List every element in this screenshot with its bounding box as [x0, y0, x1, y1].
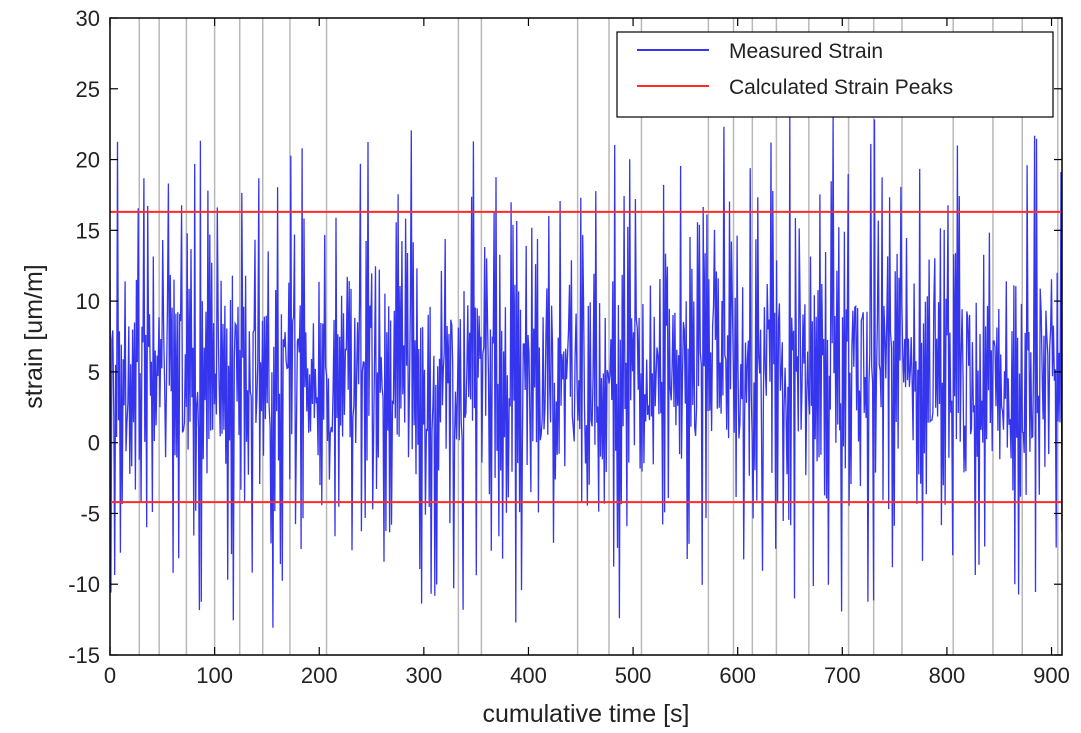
x-tick-label: 700 [824, 663, 861, 688]
x-tick-label: 800 [929, 663, 966, 688]
legend-label-measured-strain: Measured Strain [729, 40, 883, 63]
axes-frame [109, 17, 1063, 656]
x-tick-label: 400 [510, 663, 547, 688]
legend-label-calculated-strain-peaks: Calculated Strain Peaks [729, 76, 953, 99]
x-axis-label: cumulative time [s] [482, 700, 689, 728]
peak-lines [110, 210, 1062, 504]
y-tick-label: 30 [76, 6, 100, 31]
x-tick-label: 600 [719, 663, 756, 688]
legend: Measured Strain Calculated Strain Peaks [616, 31, 1054, 118]
y-tick-label: 25 [76, 77, 100, 102]
y-axis-ticks: -15 -10 -5 0 5 10 15 20 25 30 [68, 6, 1062, 668]
y-tick-label: 10 [76, 289, 100, 314]
x-axis-ticks: 0 100 200 300 400 500 600 700 800 900 [104, 18, 1070, 688]
plot-area [110, 115, 1062, 628]
y-tick-label: -15 [68, 643, 100, 668]
y-tick-label: -5 [80, 501, 100, 526]
y-tick-label: 0 [88, 431, 100, 456]
y-tick-label: 20 [76, 148, 100, 173]
x-tick-label: 500 [615, 663, 652, 688]
y-tick-label: 15 [76, 218, 100, 243]
x-tick-label: 900 [1033, 663, 1070, 688]
series-line-measured-strain [110, 115, 1062, 628]
x-tick-label: 200 [301, 663, 338, 688]
y-tick-label: 5 [88, 360, 100, 385]
legend-box [616, 31, 1054, 118]
x-tick-label: 0 [104, 663, 116, 688]
y-axis-label: strain [um/m] [20, 264, 48, 408]
x-tick-label: 100 [196, 663, 233, 688]
x-tick-label: 300 [405, 663, 442, 688]
y-tick-label: -10 [68, 572, 100, 597]
